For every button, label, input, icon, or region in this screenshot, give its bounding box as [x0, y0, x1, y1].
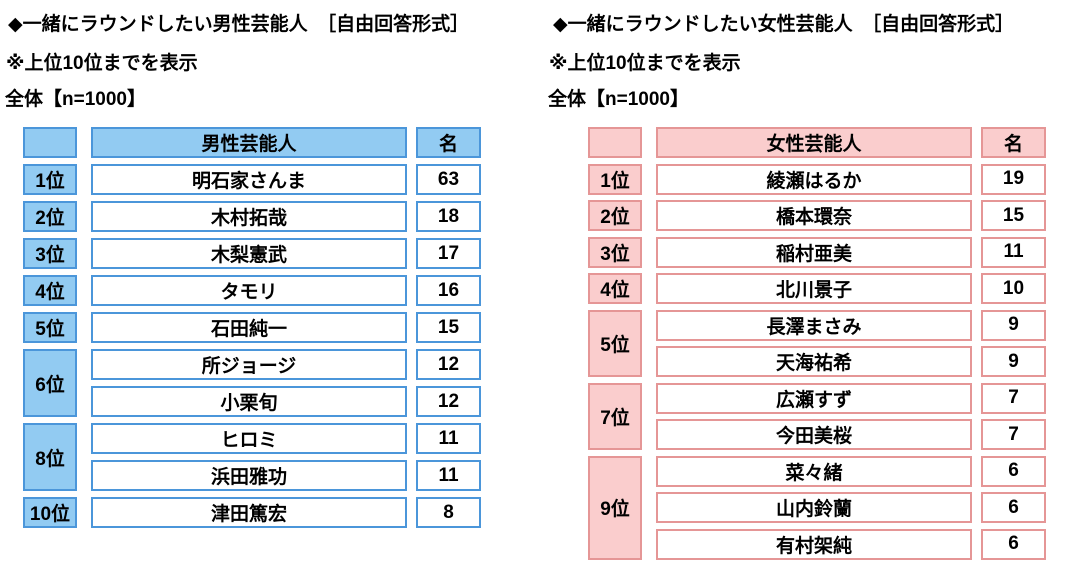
vote-count-cell: 11 — [416, 460, 481, 491]
rank-cell: 3位 — [588, 236, 642, 268]
celebrity-name-cell: 稲村亜美 — [656, 236, 972, 268]
celebrity-name-cell: 長澤まさみ — [656, 309, 972, 341]
vote-count-cell: 12 — [416, 386, 481, 417]
rank-cell: 5位 — [23, 312, 77, 343]
vote-count-cell: 6 — [981, 455, 1046, 487]
celebrity-name-cell: ヒロミ — [91, 423, 407, 454]
rank-cell: 3位 — [23, 238, 77, 269]
vote-count-cell: 15 — [981, 200, 1046, 231]
female-name-header: 女性芸能人 — [656, 127, 972, 158]
vote-count-cell: 7 — [981, 382, 1046, 414]
celebrity-name-cell: 広瀬すず — [656, 382, 972, 414]
vote-count-cell: 11 — [981, 236, 1046, 268]
rank-cell: 10位 — [23, 497, 77, 528]
male-ranking-table: 男性芸能人 名 1位 明石家さんま 63 2位 木村拓哉 18 3位 木梨憲武 17 4位 タモリ 1… — [23, 127, 481, 528]
rank-cell: 2位 — [588, 200, 642, 231]
celebrity-name-cell: 有村架純 — [656, 528, 972, 560]
vote-count-cell: 7 — [981, 419, 1046, 450]
vote-count-cell: 6 — [981, 528, 1046, 560]
female-panel-note: ※上位10位までを表示 — [549, 53, 741, 74]
celebrity-name-cell: 浜田雅功 — [91, 460, 407, 491]
celebrity-name-cell: 石田純一 — [91, 312, 407, 343]
celebrity-name-cell: 北川景子 — [656, 273, 972, 304]
rank-cell: 6位 — [23, 349, 77, 417]
celebrity-name-cell: 山内鈴蘭 — [656, 492, 972, 523]
rank-cell: 1位 — [23, 164, 77, 195]
rank-cell: 9位 — [588, 455, 642, 560]
vote-count-cell: 18 — [416, 201, 481, 232]
rank-cell: 1位 — [588, 163, 642, 195]
rank-cell: 5位 — [588, 309, 642, 377]
female-panel-title: ◆一緒にラウンドしたい女性芸能人 ［自由回答形式］ — [553, 14, 1015, 35]
vote-count-cell: 19 — [981, 163, 1046, 195]
vote-count-cell: 6 — [981, 492, 1046, 523]
celebrity-name-cell: 今田美桜 — [656, 419, 972, 450]
male-count-header: 名 — [416, 127, 481, 158]
celebrity-name-cell: 所ジョージ — [91, 349, 407, 380]
vote-count-cell: 11 — [416, 423, 481, 454]
rank-cell: 7位 — [588, 382, 642, 450]
vote-count-cell: 15 — [416, 312, 481, 343]
female-panel-population: 全体【n=1000】 — [548, 89, 689, 110]
rank-cell: 4位 — [588, 273, 642, 304]
male-panel-title: ◆一緒にラウンドしたい男性芸能人 ［自由回答形式］ — [8, 14, 470, 35]
celebrity-name-cell: 綾瀬はるか — [656, 163, 972, 195]
celebrity-name-cell: 橋本環奈 — [656, 200, 972, 231]
celebrity-name-cell: 木村拓哉 — [91, 201, 407, 232]
vote-count-cell: 12 — [416, 349, 481, 380]
rank-cell: 4位 — [23, 275, 77, 306]
celebrity-name-cell: 明石家さんま — [91, 164, 407, 195]
vote-count-cell: 8 — [416, 497, 481, 528]
celebrity-name-cell: 木梨憲武 — [91, 238, 407, 269]
rank-cell: 8位 — [23, 423, 77, 491]
celebrity-name-cell: 津田篤宏 — [91, 497, 407, 528]
celebrity-name-cell: タモリ — [91, 275, 407, 306]
celebrity-name-cell: 天海祐希 — [656, 346, 972, 377]
vote-count-cell: 10 — [981, 273, 1046, 304]
male-panel-population: 全体【n=1000】 — [5, 89, 146, 110]
celebrity-name-cell: 小栗旬 — [91, 386, 407, 417]
male-rank-header-cell — [23, 127, 77, 158]
vote-count-cell: 63 — [416, 164, 481, 195]
female-count-header: 名 — [981, 127, 1046, 158]
celebrity-name-cell: 菜々緒 — [656, 455, 972, 487]
vote-count-cell: 9 — [981, 346, 1046, 377]
male-panel-note: ※上位10位までを表示 — [6, 53, 198, 74]
female-rank-header-cell — [588, 127, 642, 158]
male-name-header: 男性芸能人 — [91, 127, 407, 158]
vote-count-cell: 17 — [416, 238, 481, 269]
vote-count-cell: 16 — [416, 275, 481, 306]
vote-count-cell: 9 — [981, 309, 1046, 341]
female-ranking-table: 女性芸能人 名 1位 綾瀬はるか 19 2位 橋本環奈 15 3位 稲村亜美 11 4位 北川景子 1… — [588, 127, 1046, 560]
rank-cell: 2位 — [23, 201, 77, 232]
